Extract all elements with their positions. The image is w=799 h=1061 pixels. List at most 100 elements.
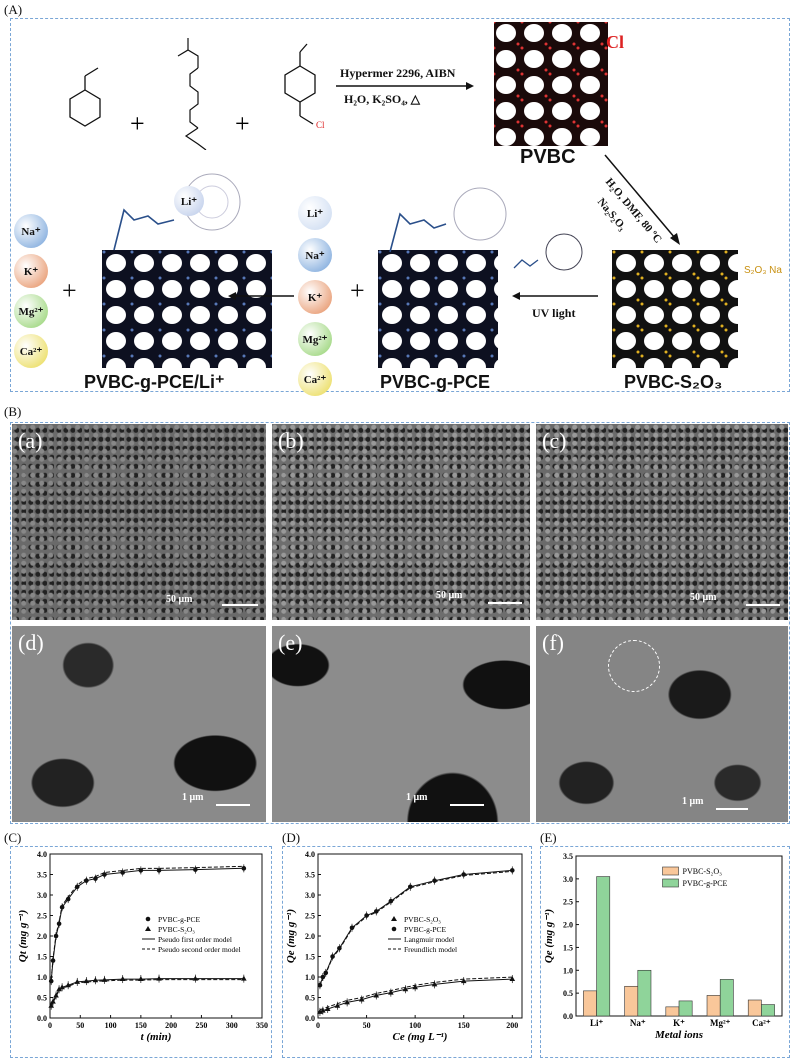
chart-e-category-label: Mg²⁺ xyxy=(710,1018,731,1028)
chart-d-ytick-label: 4.0 xyxy=(305,850,315,859)
chart-e-legend-label: PVBC-S₂O₃ xyxy=(683,867,723,876)
chart-c-point xyxy=(50,998,56,1004)
chart-e-selectivity: 0.0 0.5 1.0 1.5 2.0 2.5 3.0 3.5 Metal ions Qe (mg… xyxy=(543,852,783,1041)
chart-d-legend-label: PVBC-g-PCE xyxy=(404,925,447,934)
chart-c-xtick-label: 200 xyxy=(165,1021,177,1030)
ion-ca: Ca²⁺ xyxy=(14,334,48,368)
arrow-polymerization xyxy=(336,82,474,90)
chart-e-ytick-label: 1.0 xyxy=(563,966,573,975)
chart-e-category-label: Ca²⁺ xyxy=(752,1018,771,1028)
sem-e-label: (e) xyxy=(278,630,303,655)
pvbc-g-pce-network xyxy=(378,250,498,368)
ion-mg: Mg²⁺ xyxy=(14,294,48,328)
chart-c-point xyxy=(193,867,198,872)
chart-c-point xyxy=(65,896,71,902)
chart-e-ytick-label: 2.0 xyxy=(563,921,573,930)
chart-d-point xyxy=(320,1007,326,1013)
s2o3na-label: S₂O₃ Na xyxy=(744,265,782,276)
chart-c-point xyxy=(56,986,62,992)
chart-c-point xyxy=(119,976,126,982)
chart-c-xtick-label: 250 xyxy=(195,1021,207,1030)
sem-c-label: (c) xyxy=(542,428,567,453)
svg-text:Cl: Cl xyxy=(316,120,325,130)
chart-c-xtick-label: 350 xyxy=(256,1021,268,1030)
chart-d-point xyxy=(320,974,326,980)
chart-c-point xyxy=(120,870,125,875)
chart-d-point xyxy=(364,913,369,918)
sem-a-label: (a) xyxy=(18,428,43,453)
chart-c-point xyxy=(74,884,80,890)
chart-c-ytick-label: 3.0 xyxy=(37,891,47,900)
monomer-structures: + + Cl xyxy=(69,38,325,150)
sem-a-scale-text: 50 μm xyxy=(166,594,193,605)
chart-e-legend-swatch xyxy=(662,878,679,888)
chart-d-xtick-label: 50 xyxy=(363,1021,371,1030)
name-pvbc-g-pce-li: PVBC-g-PCE/Li⁺ xyxy=(84,372,225,392)
sem-f-scale-text: 1 μm xyxy=(682,796,704,807)
chart-e-ylabel: Qe (mg g⁻¹) xyxy=(543,909,555,963)
chart-d-ytick-label: 1.5 xyxy=(305,953,315,962)
pvbc-g-pce-li-network xyxy=(102,250,272,368)
sem-d-label: (d) xyxy=(18,630,44,655)
chart-d-fit-solid-0 xyxy=(319,978,513,1013)
ion-k: K⁺ xyxy=(14,254,48,288)
chart-c-point xyxy=(56,921,62,926)
chart-c-fit-dashed-1 xyxy=(50,979,244,1007)
panel-d-frame xyxy=(282,846,532,1058)
chart-d-ytick-label: 2.0 xyxy=(305,932,315,941)
ion-mg: Mg²⁺ xyxy=(298,322,332,356)
panel-c-frame xyxy=(10,846,272,1058)
ion-k: K⁺ xyxy=(298,280,332,314)
chart-e-bar xyxy=(706,995,721,1017)
chart-e-xlabel: Metal ions xyxy=(654,1029,703,1041)
chart-d-point xyxy=(324,1005,331,1011)
sem-f: (f) 1 μm xyxy=(536,626,788,822)
chart-d-point xyxy=(461,872,467,877)
chart-e-bar xyxy=(719,979,734,1017)
chart-e-legend-swatch xyxy=(662,866,679,876)
chart-c-ytick-label: 3.5 xyxy=(37,871,47,880)
chart-d-point xyxy=(373,909,379,914)
chart-c-point xyxy=(102,872,107,877)
ion-ca: Ca²⁺ xyxy=(298,362,332,396)
ion-na: Na⁺ xyxy=(14,214,48,248)
arrow-uv xyxy=(512,292,598,300)
chart-d-point xyxy=(349,925,355,931)
chart-c-point xyxy=(59,905,65,910)
chart-d-point xyxy=(388,989,394,995)
sem-d-scale-text: 1 μm xyxy=(182,792,204,803)
chart-d-point xyxy=(334,1002,341,1008)
chart-c-point xyxy=(241,975,247,981)
sem-c-scalebar xyxy=(746,604,780,606)
chart-d-ytick-label: 3.0 xyxy=(305,891,315,900)
chart-d-point xyxy=(388,898,394,904)
reagents-line2: H₂O, K₂SO₄, △ xyxy=(344,92,421,106)
chart-c-point xyxy=(84,878,89,883)
sem-f-scalebar xyxy=(716,808,748,810)
chart-c-xtick-label: 100 xyxy=(105,1021,117,1030)
chart-d-xtick-label: 200 xyxy=(506,1021,518,1030)
sem-b: (b) 50 μm xyxy=(272,424,530,620)
chart-e-bar xyxy=(761,1004,775,1017)
highlight-circle xyxy=(608,640,660,692)
chart-e-bar xyxy=(747,999,762,1017)
chart-d-ylabel: Qe (mg g⁻¹) xyxy=(285,909,297,963)
chart-c-legend-label: Pseudo second order model xyxy=(158,945,241,954)
chart-d-point xyxy=(431,981,438,987)
chart-e-ytick-label: 3.5 xyxy=(563,852,573,861)
svg-text:+: + xyxy=(235,109,250,138)
chart-e-bar xyxy=(583,990,597,1017)
chart-c-kinetics: 0.0 0.5 1.0 1.5 2.0 2.5 3.0 3.5 4.0 0 50 100 150 200 2… xyxy=(17,850,268,1043)
chart-d-ytick-label: 3.5 xyxy=(305,871,315,880)
chart-e-ytick-label: 2.5 xyxy=(563,898,573,907)
chart-c-point xyxy=(53,992,59,998)
chart-c-point xyxy=(138,868,144,873)
arrow-substitution xyxy=(604,154,680,245)
chart-d-xtick-label: 0 xyxy=(316,1021,320,1030)
chart-c-point xyxy=(48,1002,55,1008)
ion-li: Li⁺ xyxy=(298,196,332,230)
uv-label: UV light xyxy=(532,306,576,320)
chart-c-legend-label: PVBC-g-PCE xyxy=(158,915,201,924)
li-ion-bound: Li⁺ xyxy=(174,186,204,216)
chart-c-legend-marker xyxy=(145,916,151,922)
